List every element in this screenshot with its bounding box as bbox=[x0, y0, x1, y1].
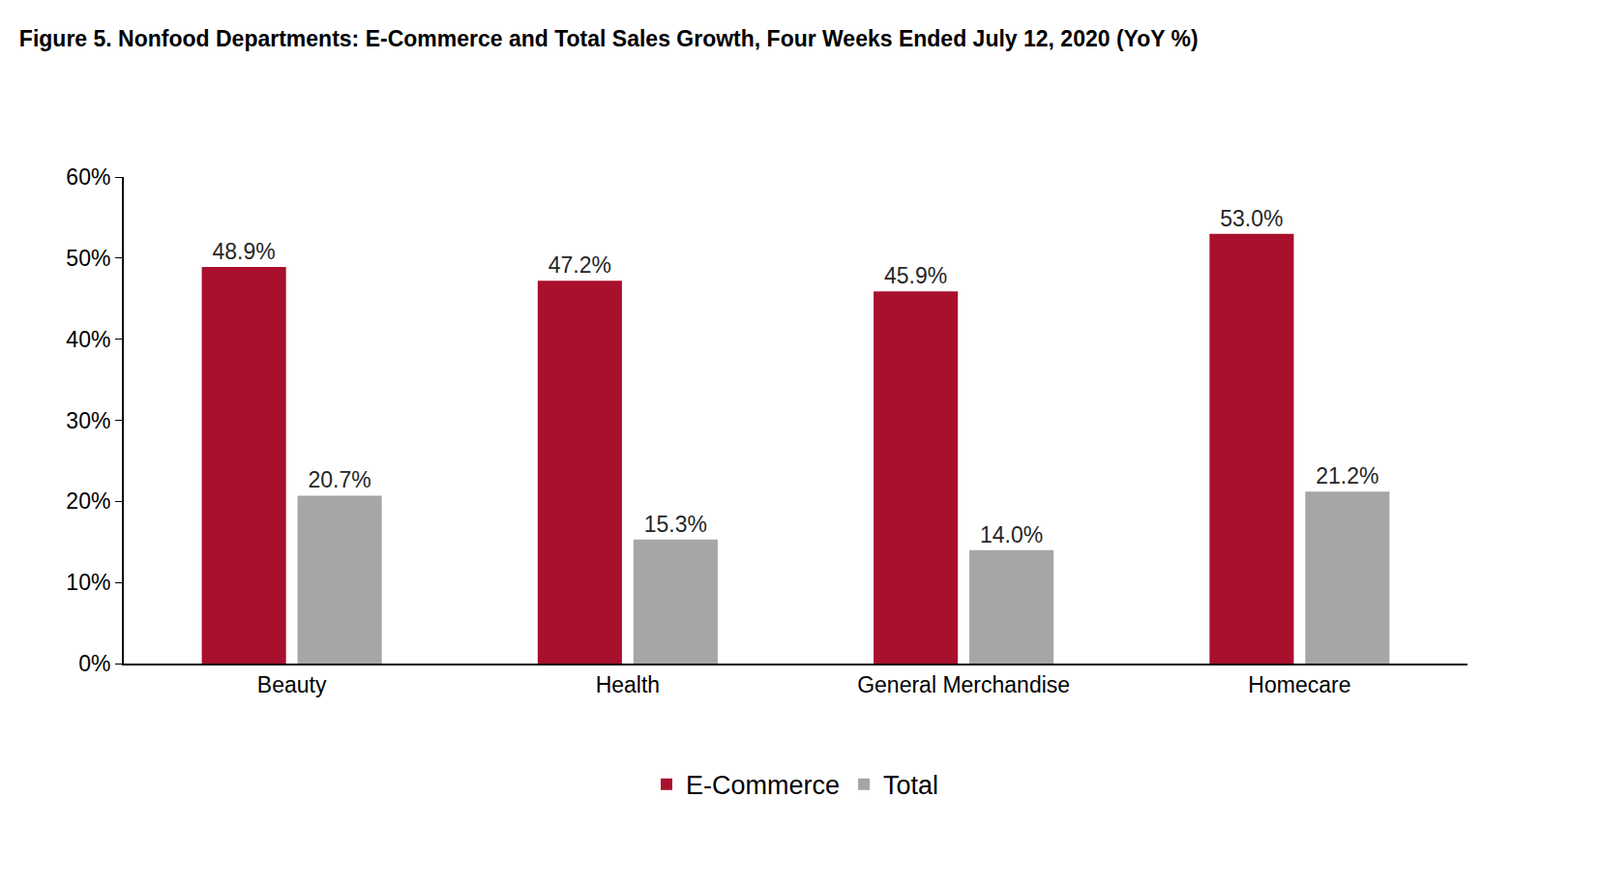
svg-text:0%: 0% bbox=[78, 651, 111, 677]
svg-text:20.7%: 20.7% bbox=[307, 467, 371, 493]
svg-text:40%: 40% bbox=[65, 326, 111, 353]
svg-text:Health: Health bbox=[595, 672, 660, 698]
svg-text:60%: 60% bbox=[65, 164, 111, 190]
svg-text:15.3%: 15.3% bbox=[644, 511, 708, 537]
svg-text:30%: 30% bbox=[65, 408, 111, 434]
svg-text:Beauty: Beauty bbox=[257, 672, 327, 698]
svg-text:20%: 20% bbox=[65, 488, 111, 514]
svg-text:47.2%: 47.2% bbox=[548, 252, 612, 278]
svg-text:48.9%: 48.9% bbox=[212, 238, 276, 265]
svg-text:53.0%: 53.0% bbox=[1219, 206, 1283, 232]
svg-text:Total: Total bbox=[883, 770, 939, 800]
svg-text:Figure 5. Nonfood Departments:: Figure 5. Nonfood Departments: E-Commerc… bbox=[19, 26, 1199, 52]
svg-text:General Merchandise: General Merchandise bbox=[857, 672, 1070, 698]
svg-text:14.0%: 14.0% bbox=[979, 522, 1043, 548]
svg-text:10%: 10% bbox=[65, 569, 111, 595]
svg-text:50%: 50% bbox=[65, 245, 111, 271]
svg-text:E-Commerce: E-Commerce bbox=[685, 770, 840, 800]
svg-text:21.2%: 21.2% bbox=[1315, 463, 1379, 489]
svg-text:45.9%: 45.9% bbox=[884, 263, 948, 289]
svg-text:Homecare: Homecare bbox=[1247, 672, 1351, 698]
